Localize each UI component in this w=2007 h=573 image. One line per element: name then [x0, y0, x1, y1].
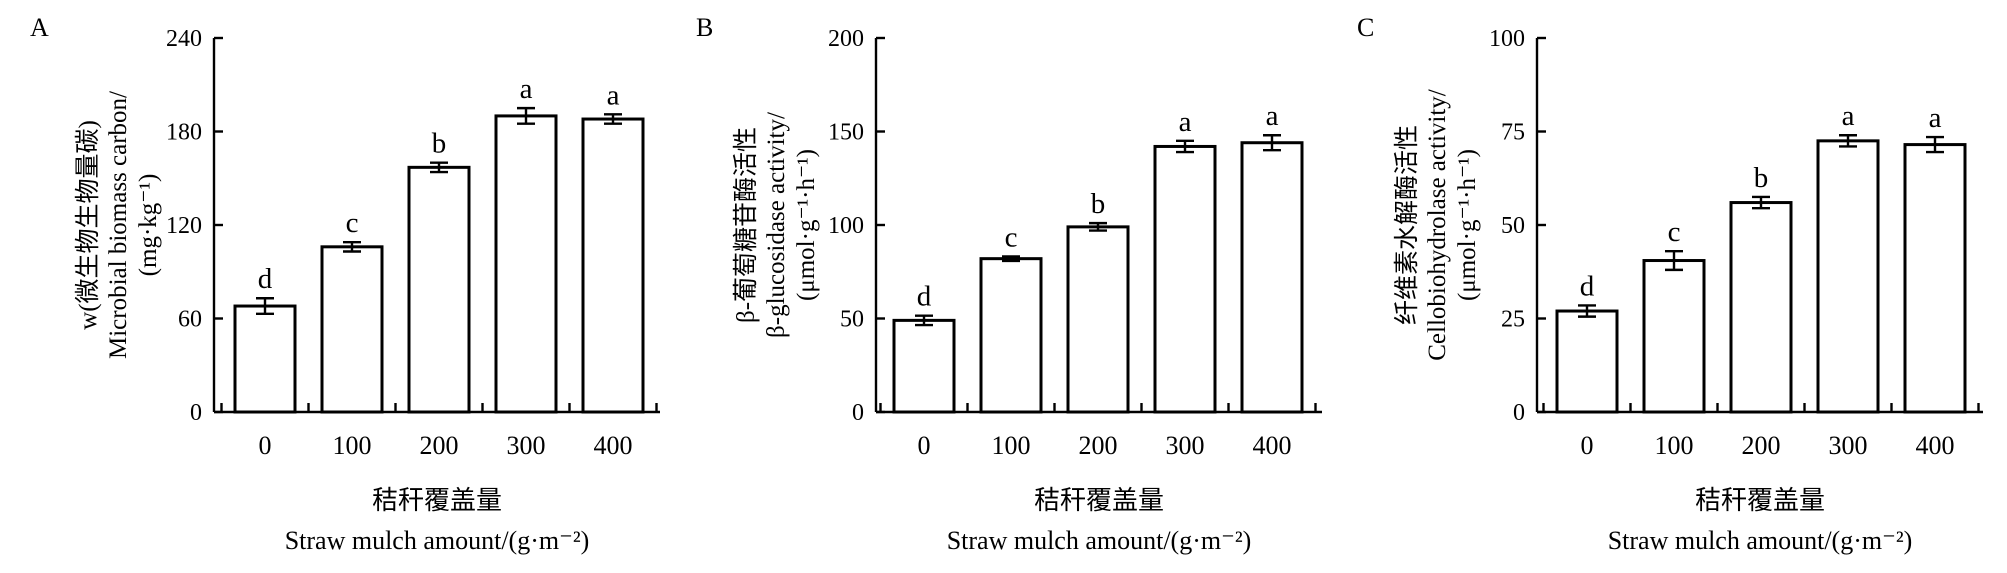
- y-axis-label: (mg·kg⁻¹): [135, 174, 162, 277]
- x-tick-label: 200: [1079, 431, 1118, 460]
- significance-letter: d: [1580, 270, 1595, 302]
- bar: [407, 165, 471, 414]
- bar: [1555, 309, 1619, 414]
- x-tick-label: 100: [992, 431, 1031, 460]
- x-tick-label: 0: [259, 431, 272, 460]
- y-tick-label: 0: [852, 400, 864, 426]
- y-tick-label: 75: [1501, 120, 1525, 146]
- y-tick-label: 240: [166, 26, 202, 52]
- chart-panel-b: B 0 50 100 150 200 d 0 c 100 b 200 a 300 a 400 秸秆覆盖量 Stra…: [696, 13, 1322, 555]
- significance-letter: a: [607, 79, 620, 111]
- bar: [1066, 225, 1130, 414]
- significance-letter: a: [1929, 102, 1942, 134]
- y-axis-label: Cellobiohydrolase activity/: [1424, 89, 1451, 361]
- y-tick-label: 100: [828, 213, 864, 239]
- y-axis-label: β-glucosidase activity/: [763, 112, 790, 338]
- significance-letter: a: [1842, 100, 1855, 132]
- y-tick-label: 200: [828, 26, 864, 52]
- x-axis-label-en: Straw mulch amount/(g·m⁻²): [947, 526, 1252, 555]
- bar: [494, 114, 558, 414]
- chart-panel-a: A 0 60 120 180 240 d 0 c 100 b 200 a 300 a 400 秸秆覆盖量 Stra…: [30, 13, 660, 555]
- bar: [320, 245, 384, 414]
- y-tick-label: 60: [178, 307, 202, 333]
- y-tick-label: 100: [1489, 26, 1525, 52]
- x-axis-label-cn: 秸秆覆盖量: [1034, 486, 1164, 515]
- x-tick-label: 0: [1581, 431, 1594, 460]
- bar: [1729, 201, 1793, 414]
- x-tick-label: 300: [507, 431, 546, 460]
- y-tick-label: 50: [1501, 213, 1525, 239]
- y-axis-label: w(微生物生物量碳): [74, 120, 102, 330]
- significance-letter: a: [1179, 106, 1192, 138]
- y-axis-label: (μmol·g⁻¹·h⁻¹): [1454, 149, 1481, 301]
- chart-panel-c: C 0 25 50 75 100 d 0 c 100 b 200 a 300 a 400 秸秆覆盖量 Straw …: [1357, 13, 1983, 555]
- bar: [892, 318, 956, 414]
- bar: [979, 257, 1043, 414]
- bar: [1240, 141, 1304, 414]
- significance-letter: c: [1005, 221, 1018, 253]
- y-axis-label: Microbial biomass carbon/: [105, 91, 132, 359]
- y-tick-label: 150: [828, 120, 864, 146]
- x-tick-label: 300: [1166, 431, 1205, 460]
- y-tick-label: 50: [840, 307, 864, 333]
- y-axis-label: 纤维素水解酶活性: [1393, 125, 1421, 325]
- x-tick-label: 400: [594, 431, 633, 460]
- x-axis-label-en: Straw mulch amount/(g·m⁻²): [285, 526, 590, 555]
- y-tick-label: 25: [1501, 307, 1525, 333]
- x-tick-label: 200: [1742, 431, 1781, 460]
- significance-letter: a: [1266, 100, 1279, 132]
- panel-letter: C: [1357, 13, 1374, 42]
- x-axis-label-en: Straw mulch amount/(g·m⁻²): [1608, 526, 1913, 555]
- significance-letter: d: [917, 281, 932, 313]
- y-tick-label: 180: [166, 120, 202, 146]
- x-tick-label: 200: [420, 431, 459, 460]
- x-tick-label: 400: [1253, 431, 1292, 460]
- y-tick-label: 0: [190, 400, 202, 426]
- x-tick-label: 300: [1829, 431, 1868, 460]
- x-tick-label: 400: [1916, 431, 1955, 460]
- significance-letter: a: [520, 73, 533, 105]
- bar: [233, 304, 297, 414]
- bar: [1816, 139, 1880, 414]
- y-tick-label: 120: [166, 213, 202, 239]
- panel-letter: B: [696, 13, 713, 42]
- bar: [1153, 144, 1217, 414]
- x-tick-label: 100: [333, 431, 372, 460]
- significance-letter: d: [258, 263, 273, 295]
- significance-letter: b: [1091, 188, 1106, 220]
- x-axis-label-cn: 秸秆覆盖量: [372, 486, 502, 515]
- x-tick-label: 100: [1655, 431, 1694, 460]
- y-axis-label: β-葡萄糖苷酶活性: [732, 127, 760, 323]
- bar: [1642, 259, 1706, 414]
- x-tick-label: 0: [918, 431, 931, 460]
- significance-letter: c: [346, 207, 359, 239]
- x-axis-label-cn: 秸秆覆盖量: [1695, 486, 1825, 515]
- y-tick-label: 0: [1513, 400, 1525, 426]
- significance-letter: b: [432, 128, 447, 160]
- bar: [581, 117, 645, 414]
- y-axis-label: (μmol·g⁻¹·h⁻¹): [793, 149, 820, 301]
- significance-letter: c: [1668, 216, 1681, 248]
- significance-letter: b: [1754, 162, 1769, 194]
- panel-letter: A: [30, 13, 49, 42]
- bar: [1903, 143, 1967, 414]
